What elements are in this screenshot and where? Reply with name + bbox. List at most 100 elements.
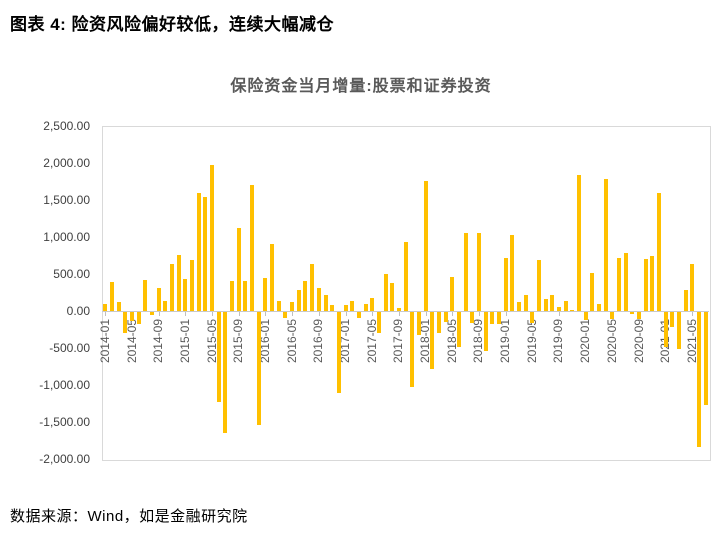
- bar: [256, 312, 261, 426]
- bar: [503, 257, 508, 311]
- bar: [130, 312, 134, 321]
- bar: [116, 302, 121, 311]
- bar: [643, 259, 648, 311]
- bar: [416, 312, 421, 335]
- y-tick-label: 1,000.00: [43, 230, 90, 244]
- data-source-note: 数据来源：Wind，如是金融研究院: [10, 508, 248, 525]
- x-tick-label: 2014-05: [124, 319, 139, 364]
- bar: [630, 312, 635, 315]
- x-tick-label: 2015-09: [231, 319, 246, 364]
- y-tick-label: 1,500.00: [43, 193, 90, 207]
- bar: [470, 312, 475, 324]
- bar: [356, 312, 361, 318]
- bar: [103, 304, 108, 311]
- bar: [690, 264, 695, 311]
- bar: [136, 312, 141, 324]
- x-tick-mark: [212, 312, 214, 316]
- bar: [610, 312, 615, 320]
- bar: [350, 301, 355, 311]
- bar: [670, 312, 675, 327]
- bar: [283, 312, 288, 318]
- bar: [483, 312, 488, 351]
- bar: [683, 289, 688, 311]
- x-tick-label: 2020-05: [604, 319, 619, 364]
- bar: [296, 290, 301, 311]
- bar: [123, 312, 128, 333]
- figure-title: 图表 4: 险资风险偏好较低，连续大幅减仓: [10, 15, 335, 34]
- bar: [663, 312, 668, 347]
- x-tick-label: 2017-01: [338, 319, 352, 364]
- bar: [203, 197, 208, 311]
- x-tick-mark: [372, 312, 374, 316]
- x-tick-label: 2015-01: [177, 319, 192, 364]
- bar: [290, 302, 295, 311]
- x-tick-mark: [692, 312, 694, 316]
- bar: [650, 255, 655, 311]
- bar: [677, 312, 681, 349]
- x-tick-label: 2019-05: [524, 319, 539, 364]
- bar: [617, 257, 621, 311]
- bar: [530, 312, 535, 324]
- x-tick-mark: [185, 312, 187, 316]
- bar: [163, 301, 168, 311]
- x-tick-mark: [345, 312, 347, 316]
- bar: [223, 312, 228, 433]
- bar: [523, 294, 528, 311]
- bar: [396, 308, 401, 311]
- zero-axis-line: [102, 311, 709, 312]
- y-tick-label: 2,000.00: [43, 156, 90, 170]
- x-tick-mark: [265, 312, 267, 316]
- bar: [323, 294, 328, 311]
- bar: [476, 232, 481, 311]
- bar: [510, 234, 515, 311]
- bar: [170, 264, 174, 311]
- bar: [156, 288, 161, 311]
- y-tick-label: -1,000.00: [39, 378, 90, 392]
- bar: [490, 312, 495, 324]
- bar: [536, 259, 541, 311]
- x-tick-mark: [398, 312, 400, 316]
- x-tick-label: 2014-01: [97, 319, 112, 364]
- bar: [216, 312, 221, 403]
- x-tick-label: 2020-09: [631, 319, 646, 364]
- bar: [496, 312, 501, 324]
- bar: [576, 174, 581, 311]
- bar: [657, 193, 661, 311]
- x-tick-label: 2017-09: [391, 319, 406, 364]
- y-tick-label: -2,000.00: [39, 452, 90, 466]
- bar: [623, 253, 628, 311]
- bar: [463, 232, 468, 311]
- x-tick-label: 2016-09: [311, 319, 326, 364]
- bar: [583, 312, 588, 321]
- bar: [230, 281, 235, 311]
- x-tick-label: 2016-01: [257, 319, 272, 364]
- x-tick-label: 2016-05: [284, 319, 299, 364]
- bar: [210, 164, 215, 311]
- bar: [450, 277, 455, 311]
- bar: [603, 179, 608, 311]
- bar: [423, 180, 428, 311]
- bar: [150, 312, 154, 315]
- bar: [596, 303, 601, 311]
- x-tick-mark: [158, 312, 160, 316]
- bar: [456, 312, 461, 347]
- bar: [263, 278, 268, 311]
- bar: [543, 298, 548, 311]
- x-tick-mark: [425, 312, 427, 316]
- x-tick-label: 2019-09: [551, 319, 566, 364]
- bar: [383, 273, 388, 311]
- y-tick-label: 500.00: [53, 267, 90, 281]
- bar: [190, 259, 194, 311]
- bar: [556, 307, 561, 311]
- bar: [110, 282, 114, 311]
- bar: [363, 304, 368, 311]
- bar: [436, 312, 441, 333]
- bar: [376, 312, 381, 333]
- bar: [270, 243, 275, 311]
- x-tick-mark: [505, 312, 507, 316]
- bar: [370, 298, 375, 311]
- y-tick-label: 2,500.00: [43, 119, 90, 133]
- bar: [303, 281, 308, 311]
- bar: [336, 312, 341, 394]
- bar: [410, 312, 415, 387]
